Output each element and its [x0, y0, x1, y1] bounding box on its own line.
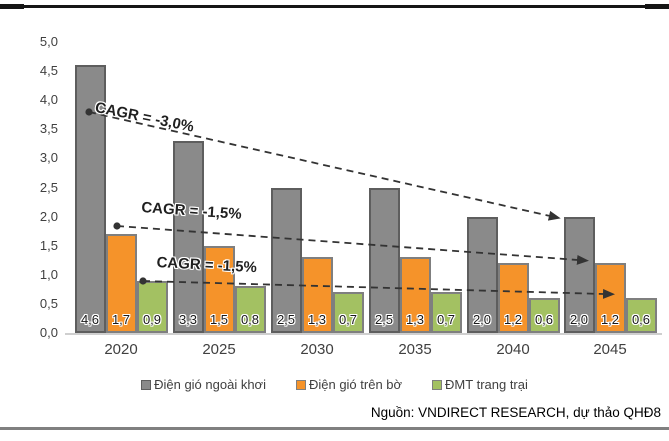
bar-2020-series1: 1,7: [105, 234, 137, 333]
top-rule: [0, 5, 669, 8]
legend-item: Điện gió ngoài khơi: [141, 377, 266, 392]
bar-value-label: 2,5: [276, 312, 296, 327]
bar-2045-series2: 0,6: [625, 298, 657, 333]
y-tick-label: 1,5: [39, 237, 58, 253]
bar-2030-series1: 1,3: [301, 257, 333, 333]
bar-2040-series1: 1,2: [497, 263, 529, 333]
legend-item: ĐMT trang trại: [432, 377, 528, 392]
legend-label: Điện gió trên bờ: [308, 377, 403, 392]
bar-value-label: 4,6: [80, 311, 100, 327]
bar-value-label: 1,7: [111, 311, 131, 327]
cagr-label: CAGR = -1,5%: [156, 254, 258, 277]
x-tick-label: 2025: [202, 341, 236, 358]
bar-value-label: 0,8: [240, 311, 260, 327]
y-tick-label: 0,0: [39, 325, 58, 340]
bar-value-label: 2,0: [472, 311, 492, 327]
y-tick-label: 5,0: [39, 34, 58, 49]
bar-value-label: 0,6: [631, 311, 651, 327]
y-tick-label: 1,0: [39, 266, 58, 282]
bar-value-label: 0,7: [436, 311, 456, 327]
legend-swatch-icon: [295, 379, 306, 390]
bar-value-label: 0,7: [338, 311, 358, 327]
bar-2035-series0: 2,5: [368, 187, 400, 333]
bar-2025-series2: 0,8: [234, 286, 266, 333]
bar-2040-series2: 0,6: [528, 298, 560, 333]
y-tick-label: 0,5: [39, 295, 58, 311]
bar-2030-series0: 2,5: [270, 187, 302, 333]
bar-2025-series0: 3,3: [172, 140, 204, 333]
bar-2035-series2: 0,7: [430, 292, 462, 333]
y-tick-label: 2,5: [39, 179, 58, 195]
bar-2040-series0: 2,0: [466, 216, 498, 333]
x-tick-label: 2030: [300, 341, 334, 358]
bar-2030-series2: 0,7: [332, 292, 364, 333]
y-tick-label: 2,0: [39, 208, 58, 224]
trend-start-dot: [113, 222, 121, 230]
legend-label: Điện gió ngoài khơi: [154, 377, 266, 392]
bar-value-label: 0,6: [534, 311, 554, 327]
x-tick-label: 2045: [593, 341, 627, 358]
bar-value-label: 1,3: [307, 311, 327, 327]
bar-value-label: 2,5: [374, 312, 394, 327]
source-note: Nguồn: VNDIRECT RESEARCH, dự thảo QHĐ8: [370, 405, 661, 420]
bar-2045-series0: 2,0: [563, 216, 595, 333]
bar-value-label: 1,3: [405, 311, 425, 327]
y-tick-label: 4,5: [39, 63, 58, 79]
legend-swatch-icon: [141, 379, 152, 390]
x-tick-label: 2020: [104, 341, 138, 358]
bar-2020-series2: 0,9: [136, 280, 168, 333]
bar-value-label: 1,2: [600, 311, 620, 327]
bar-value-label: 0,9: [142, 311, 162, 327]
legend-swatch-icon: [432, 379, 443, 390]
x-tick-label: 2040: [496, 341, 530, 358]
x-axis-line: [65, 333, 662, 335]
bottom-rule: [0, 427, 669, 430]
bar-value-label: 1,2: [503, 311, 523, 327]
bar-value-label: 2,0: [569, 311, 589, 327]
y-tick-label: 3,5: [39, 121, 58, 137]
bar-value-label: 1,5: [209, 311, 229, 327]
bar-value-label: 3,3: [178, 311, 198, 327]
cagr-label: CAGR = -1,5%: [140, 199, 243, 223]
top-rule-right-cap: [645, 4, 669, 9]
legend-item: Điện gió trên bờ: [295, 377, 403, 392]
cagr-label: CAGR = -3,0%: [93, 99, 196, 136]
x-tick-label: 2035: [398, 341, 432, 358]
y-tick-label: 4,0: [39, 92, 58, 108]
legend: Điện gió ngoài khơi Điện gió trên bờ ĐMT t…: [0, 377, 669, 392]
y-tick-label: 3,0: [39, 150, 58, 166]
top-rule-left-cap: [0, 4, 24, 9]
bar-2035-series1: 1,3: [399, 257, 431, 333]
legend-label: ĐMT trang trại: [445, 377, 528, 392]
bar-2045-series1: 1,2: [594, 263, 626, 333]
